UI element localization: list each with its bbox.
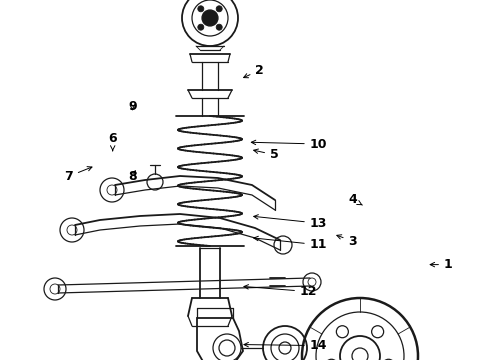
Text: 7: 7 [64, 167, 92, 183]
Polygon shape [197, 318, 243, 360]
Text: 9: 9 [128, 100, 137, 113]
Text: 11: 11 [254, 236, 327, 251]
Circle shape [352, 348, 368, 360]
Text: 3: 3 [337, 235, 357, 248]
Circle shape [50, 284, 60, 294]
Circle shape [308, 278, 316, 286]
Text: 5: 5 [254, 148, 279, 161]
Text: 13: 13 [254, 215, 327, 230]
Circle shape [216, 6, 222, 12]
Circle shape [383, 359, 394, 360]
Text: 1: 1 [430, 258, 453, 271]
Text: 12: 12 [244, 285, 318, 298]
Circle shape [216, 24, 222, 30]
Text: 8: 8 [128, 170, 137, 183]
Text: 10: 10 [251, 138, 327, 150]
Circle shape [325, 359, 338, 360]
Circle shape [198, 6, 204, 12]
Text: 14: 14 [244, 339, 327, 352]
Circle shape [279, 342, 291, 354]
Text: 6: 6 [108, 132, 117, 151]
Circle shape [371, 326, 384, 338]
Circle shape [198, 24, 204, 30]
Text: 4: 4 [348, 193, 363, 206]
Circle shape [336, 326, 348, 338]
Circle shape [202, 10, 218, 26]
Text: 2: 2 [244, 64, 264, 78]
